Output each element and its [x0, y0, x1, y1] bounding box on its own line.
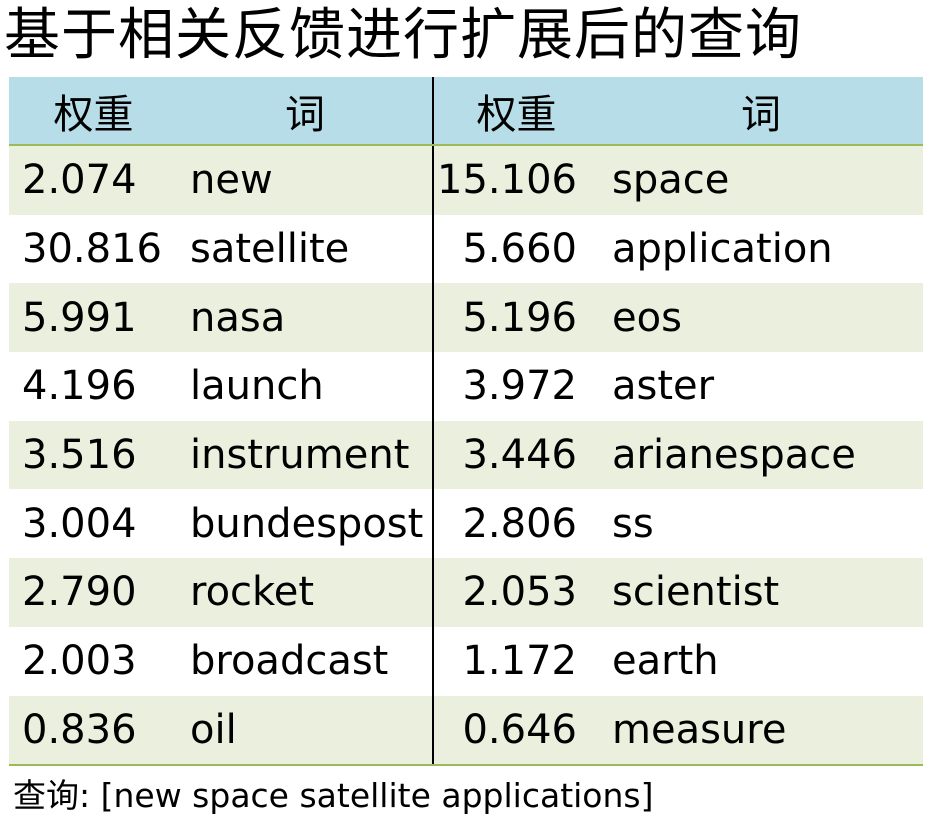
cell-term-left: nasa — [178, 283, 433, 353]
cell-term-right: arianespace — [599, 420, 923, 490]
cell-term-left: instrument — [178, 420, 433, 490]
cell-weight-left: 2.003 — [9, 626, 178, 696]
table-header-row: 权重 词 权重 词 — [9, 77, 923, 146]
cell-weight-left: 5.991 — [9, 283, 178, 353]
cell-term-right: ss — [599, 489, 923, 559]
table-row: 5.991 nasa 5.196 eos — [9, 283, 923, 353]
cell-weight-left: 3.516 — [9, 420, 178, 490]
cell-weight-left: 2.074 — [9, 145, 178, 215]
cell-term-left: bundespost — [178, 489, 433, 559]
cell-term-left: oil — [178, 695, 433, 767]
cell-weight-right: 3.972 — [432, 352, 599, 421]
table-row: 30.816 satellite 5.660 application — [9, 214, 923, 284]
cell-term-right: measure — [599, 695, 923, 767]
cell-term-right: scientist — [599, 558, 923, 627]
cell-weight-left: 30.816 — [9, 214, 178, 284]
cell-term-left: new — [178, 145, 433, 215]
cell-term-right: application — [599, 214, 923, 284]
table-row: 2.003 broadcast 1.172 earth — [9, 626, 923, 696]
cell-term-right: space — [599, 145, 923, 215]
header-weight-right: 权重 — [432, 77, 599, 146]
header-weight-left: 权重 — [9, 77, 178, 146]
cell-weight-left: 3.004 — [9, 489, 178, 559]
table-row: 3.004 bundespost 2.806 ss — [9, 489, 923, 559]
cell-term-left: launch — [178, 352, 433, 421]
cell-term-left: satellite — [178, 214, 433, 284]
cell-term-left: broadcast — [178, 626, 433, 696]
cell-weight-right: 5.660 — [432, 214, 599, 284]
cell-term-left: rocket — [178, 558, 433, 627]
cell-weight-right: 2.806 — [432, 489, 599, 559]
cell-weight-right: 2.053 — [432, 558, 599, 627]
header-term-left: 词 — [178, 77, 433, 146]
cell-weight-left: 0.836 — [9, 695, 178, 767]
query-text: 查询: [new space satellite applications] — [13, 776, 654, 815]
cell-weight-right: 0.646 — [432, 695, 599, 767]
cell-weight-left: 2.790 — [9, 558, 178, 627]
table-row: 4.196 launch 3.972 aster — [9, 352, 923, 421]
cell-weight-right: 15.106 — [432, 145, 599, 215]
header-term-right: 词 — [599, 77, 923, 146]
cell-weight-right: 1.172 — [432, 626, 599, 696]
cell-term-right: aster — [599, 352, 923, 421]
table-row: 3.516 instrument 3.446 arianespace — [9, 420, 923, 490]
cell-weight-right: 5.196 — [432, 283, 599, 353]
table-row: 2.074 new 15.106 space — [9, 145, 923, 215]
page-title: 基于相关反馈进行扩展后的查询 — [4, 3, 802, 68]
cell-weight-left: 4.196 — [9, 352, 178, 421]
table-row: 0.836 oil 0.646 measure — [9, 695, 923, 767]
term-weight-table: 权重 词 权重 词 2.074 new 15.106 space 30.816 satel… — [9, 77, 923, 767]
cell-term-right: earth — [599, 626, 923, 696]
table-row: 2.790 rocket 2.053 scientist — [9, 558, 923, 627]
cell-weight-right: 3.446 — [432, 420, 599, 490]
cell-term-right: eos — [599, 283, 923, 353]
